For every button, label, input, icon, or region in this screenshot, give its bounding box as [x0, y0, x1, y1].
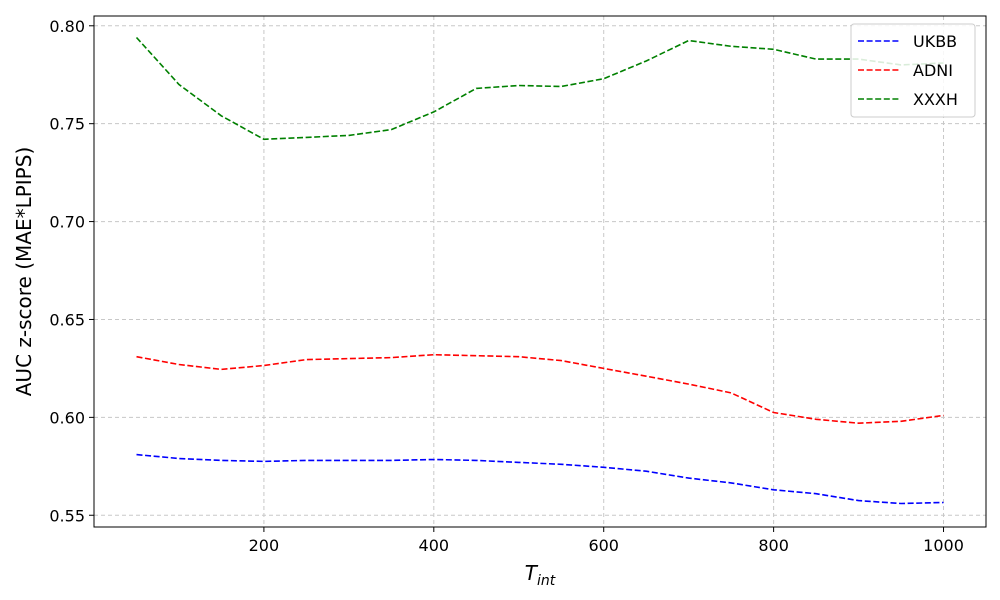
y-tick-label: 0.75 [49, 115, 85, 134]
x-tick-label: 800 [758, 536, 789, 555]
x-tick-label: 1000 [923, 536, 964, 555]
x-tick-label: 200 [249, 536, 280, 555]
legend-label: ADNI [913, 61, 953, 80]
y-axis-ticks: 0.55 0.60 0.65 0.70 0.75 0.80 [49, 17, 94, 525]
plot-frame [93, 15, 987, 528]
x-tick-label: 600 [588, 536, 619, 555]
series-layer [135, 36, 944, 505]
legend-label: UKBB [913, 32, 957, 51]
y-tick-label: 0.70 [49, 213, 85, 232]
grid [94, 16, 986, 527]
x-axis-label: Tint [525, 561, 556, 589]
x-axis-ticks: 200 400 600 800 1000 [249, 527, 964, 555]
y-axis-label: AUC z-score (MAE*LPIPS) [12, 147, 36, 397]
legend-label: XXXH [913, 90, 958, 109]
x-tick-label: 400 [419, 536, 450, 555]
legend: UKBB ADNI XXXH [850, 23, 976, 118]
series-line-xxxh [135, 36, 944, 141]
y-tick-label: 0.65 [49, 310, 85, 329]
legend-box [850, 23, 976, 118]
y-tick-label: 0.80 [49, 17, 85, 36]
y-tick-label: 0.55 [49, 506, 85, 525]
y-tick-label: 0.60 [49, 408, 85, 427]
series-line-adni [136, 353, 944, 425]
series-line-ukbb [136, 453, 944, 505]
